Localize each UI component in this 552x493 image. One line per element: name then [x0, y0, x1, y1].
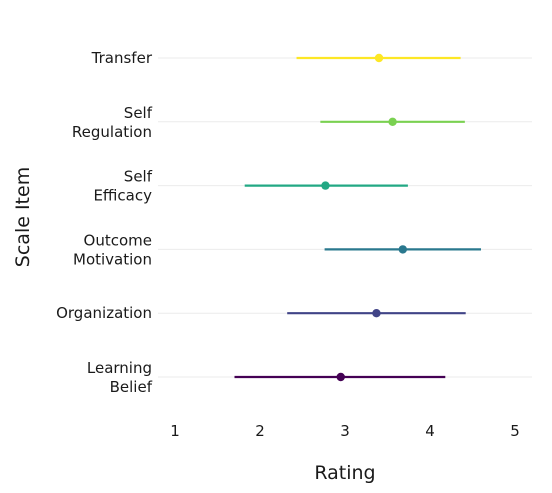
y-axis-title: Scale Item — [12, 167, 34, 267]
y-category-label-line: Self — [124, 104, 153, 122]
y-category-label: Self Regulation — [72, 104, 153, 141]
y-category-label-line: Regulation — [72, 123, 152, 141]
x-tick-label: 1 — [170, 422, 180, 440]
grid-lines — [158, 57, 532, 378]
y-category-label: Outcome Motivation — [73, 231, 152, 268]
y-category-label-line: Efficacy — [93, 187, 152, 205]
y-category-label-line: Motivation — [73, 250, 152, 268]
x-axis-title: Rating — [314, 462, 375, 484]
x-tick-label: 3 — [340, 422, 350, 440]
y-category-label-line: Organization — [56, 304, 152, 322]
y-category-label: Organization — [56, 304, 152, 322]
x-tick-labels: 1 2 3 4 5 — [170, 422, 520, 440]
x-tick-label: 5 — [510, 422, 520, 440]
y-category-label-line: Learning — [87, 359, 152, 377]
mean-point — [336, 372, 345, 382]
y-category-label-line: Belief — [110, 378, 153, 396]
y-category-label-line: Self — [124, 168, 153, 186]
mean-point — [321, 181, 330, 190]
mean-point — [388, 117, 397, 127]
y-category-label: Learning Belief — [87, 359, 153, 396]
mean-point — [398, 245, 407, 254]
error-bars — [234, 56, 481, 379]
mean-points — [321, 53, 407, 382]
mean-point — [374, 53, 384, 63]
x-tick-label: 2 — [255, 422, 265, 440]
y-category-label: Transfer — [91, 49, 153, 67]
y-category-label: Self Efficacy — [93, 168, 152, 205]
mean-point — [372, 309, 381, 318]
x-tick-label: 4 — [425, 422, 435, 440]
y-category-label-line: Outcome — [84, 231, 152, 249]
y-category-label-line: Transfer — [91, 49, 153, 67]
